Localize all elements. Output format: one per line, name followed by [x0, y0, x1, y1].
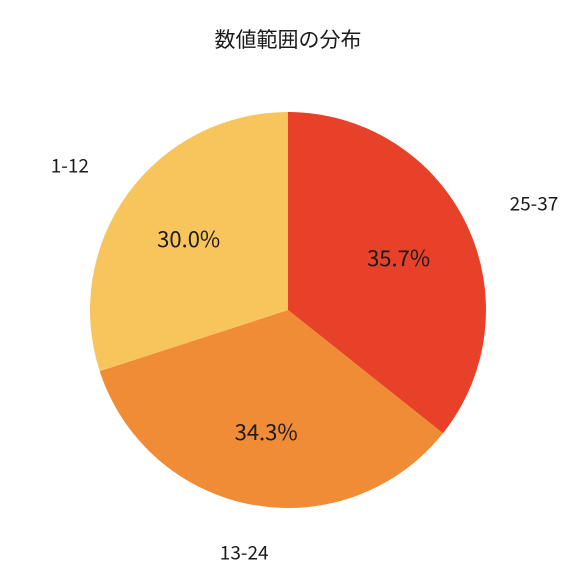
slice-category-label: 25-37 [510, 190, 559, 217]
slice-percent-label: 30.0% [157, 222, 220, 254]
pie-chart [0, 0, 576, 576]
chart-container: 数値範囲の分布 35.7% 25-37 34.3% 13-24 30.0% 1-12 [0, 0, 576, 576]
slice-category-label: 1-12 [51, 152, 89, 179]
slice-percent-label: 34.3% [235, 415, 298, 447]
slice-percent-label: 35.7% [367, 241, 430, 273]
chart-title: 数値範囲の分布 [0, 24, 576, 54]
slice-category-label: 13-24 [220, 539, 269, 566]
